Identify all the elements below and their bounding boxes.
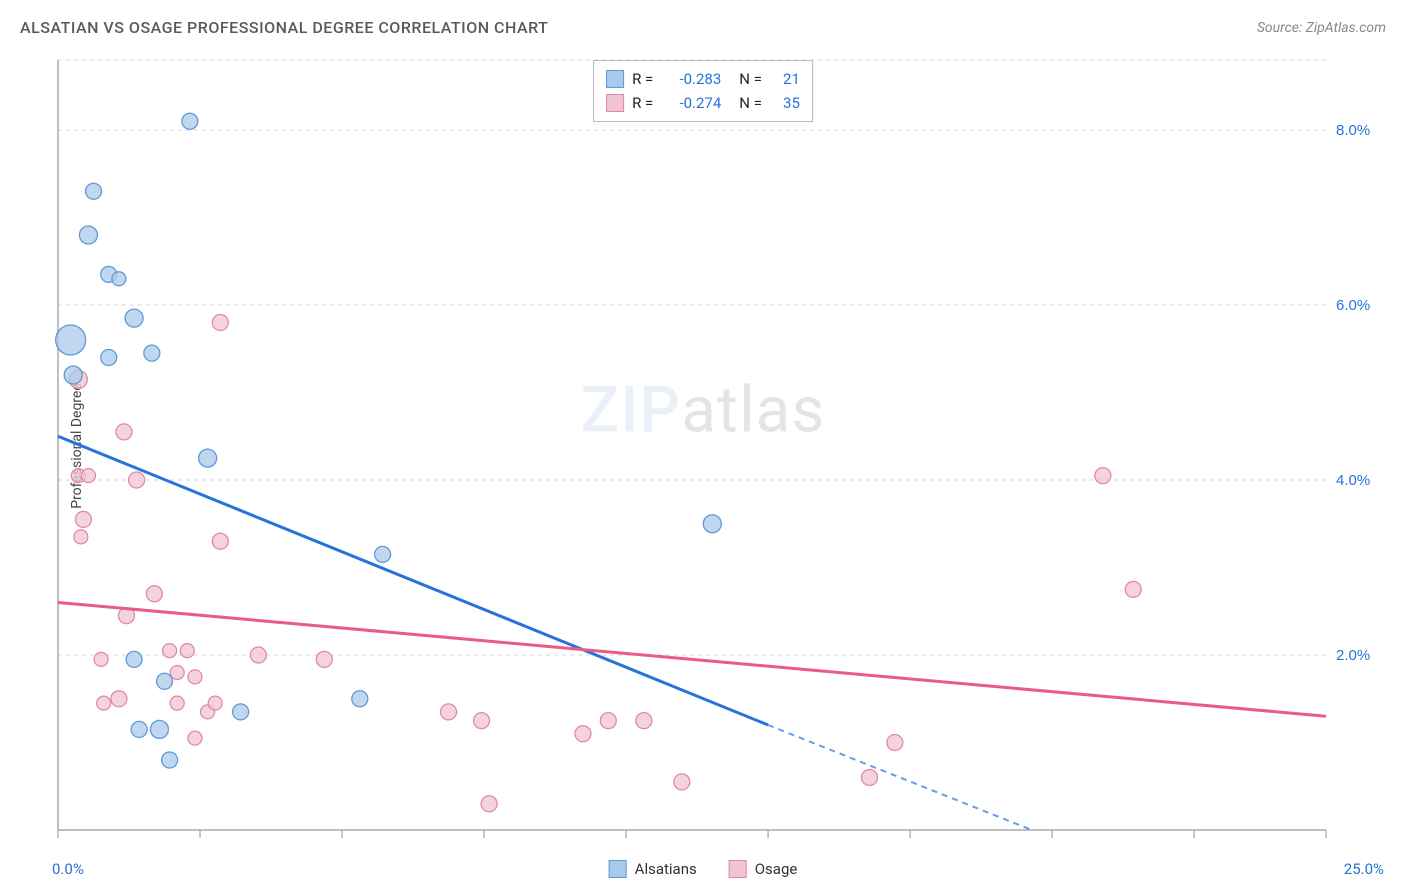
n-value-osage: 35 xyxy=(770,91,800,115)
chart-svg: 2.0% 4.0% 6.0% 8.0% xyxy=(50,55,1386,842)
r-value-alsatians: -0.283 xyxy=(661,67,721,91)
n-value-alsatians: 21 xyxy=(770,67,800,91)
r-label: R = xyxy=(632,67,653,91)
legend-stats-row-osage: R = -0.274 N = 35 xyxy=(606,91,800,115)
svg-text:4.0%: 4.0% xyxy=(1336,472,1370,489)
legend-item-osage: Osage xyxy=(729,860,798,878)
r-value-osage: -0.274 xyxy=(661,91,721,115)
r-label: R = xyxy=(632,91,653,115)
legend-item-alsatians: Alsatians xyxy=(609,860,697,878)
legend-series: Alsatians Osage xyxy=(609,860,798,878)
n-label: N = xyxy=(739,67,762,91)
plot-area: 2.0% 4.0% 6.0% 8.0% xyxy=(50,55,1386,842)
x-axis-max-label: 25.0% xyxy=(1344,860,1384,878)
svg-text:6.0%: 6.0% xyxy=(1336,297,1370,314)
svg-text:8.0%: 8.0% xyxy=(1336,122,1370,139)
legend-label-alsatians: Alsatians xyxy=(635,860,697,878)
svg-text:2.0%: 2.0% xyxy=(1336,647,1370,664)
n-label: N = xyxy=(739,91,762,115)
swatch-osage-icon xyxy=(606,94,624,112)
swatch-alsatians-icon xyxy=(606,70,624,88)
chart-header: ALSATIAN VS OSAGE PROFESSIONAL DEGREE CO… xyxy=(20,18,1386,37)
legend-stats-row-alsatians: R = -0.283 N = 21 xyxy=(606,67,800,91)
legend-stats: R = -0.283 N = 21 R = -0.274 N = 35 xyxy=(593,60,813,122)
legend-label-osage: Osage xyxy=(755,860,798,878)
swatch-alsatians-icon xyxy=(609,860,627,878)
chart-title: ALSATIAN VS OSAGE PROFESSIONAL DEGREE CO… xyxy=(20,18,548,37)
swatch-osage-icon xyxy=(729,860,747,878)
source-label: Source: ZipAtlas.com xyxy=(1257,20,1386,36)
x-axis-min-label: 0.0% xyxy=(52,860,84,878)
